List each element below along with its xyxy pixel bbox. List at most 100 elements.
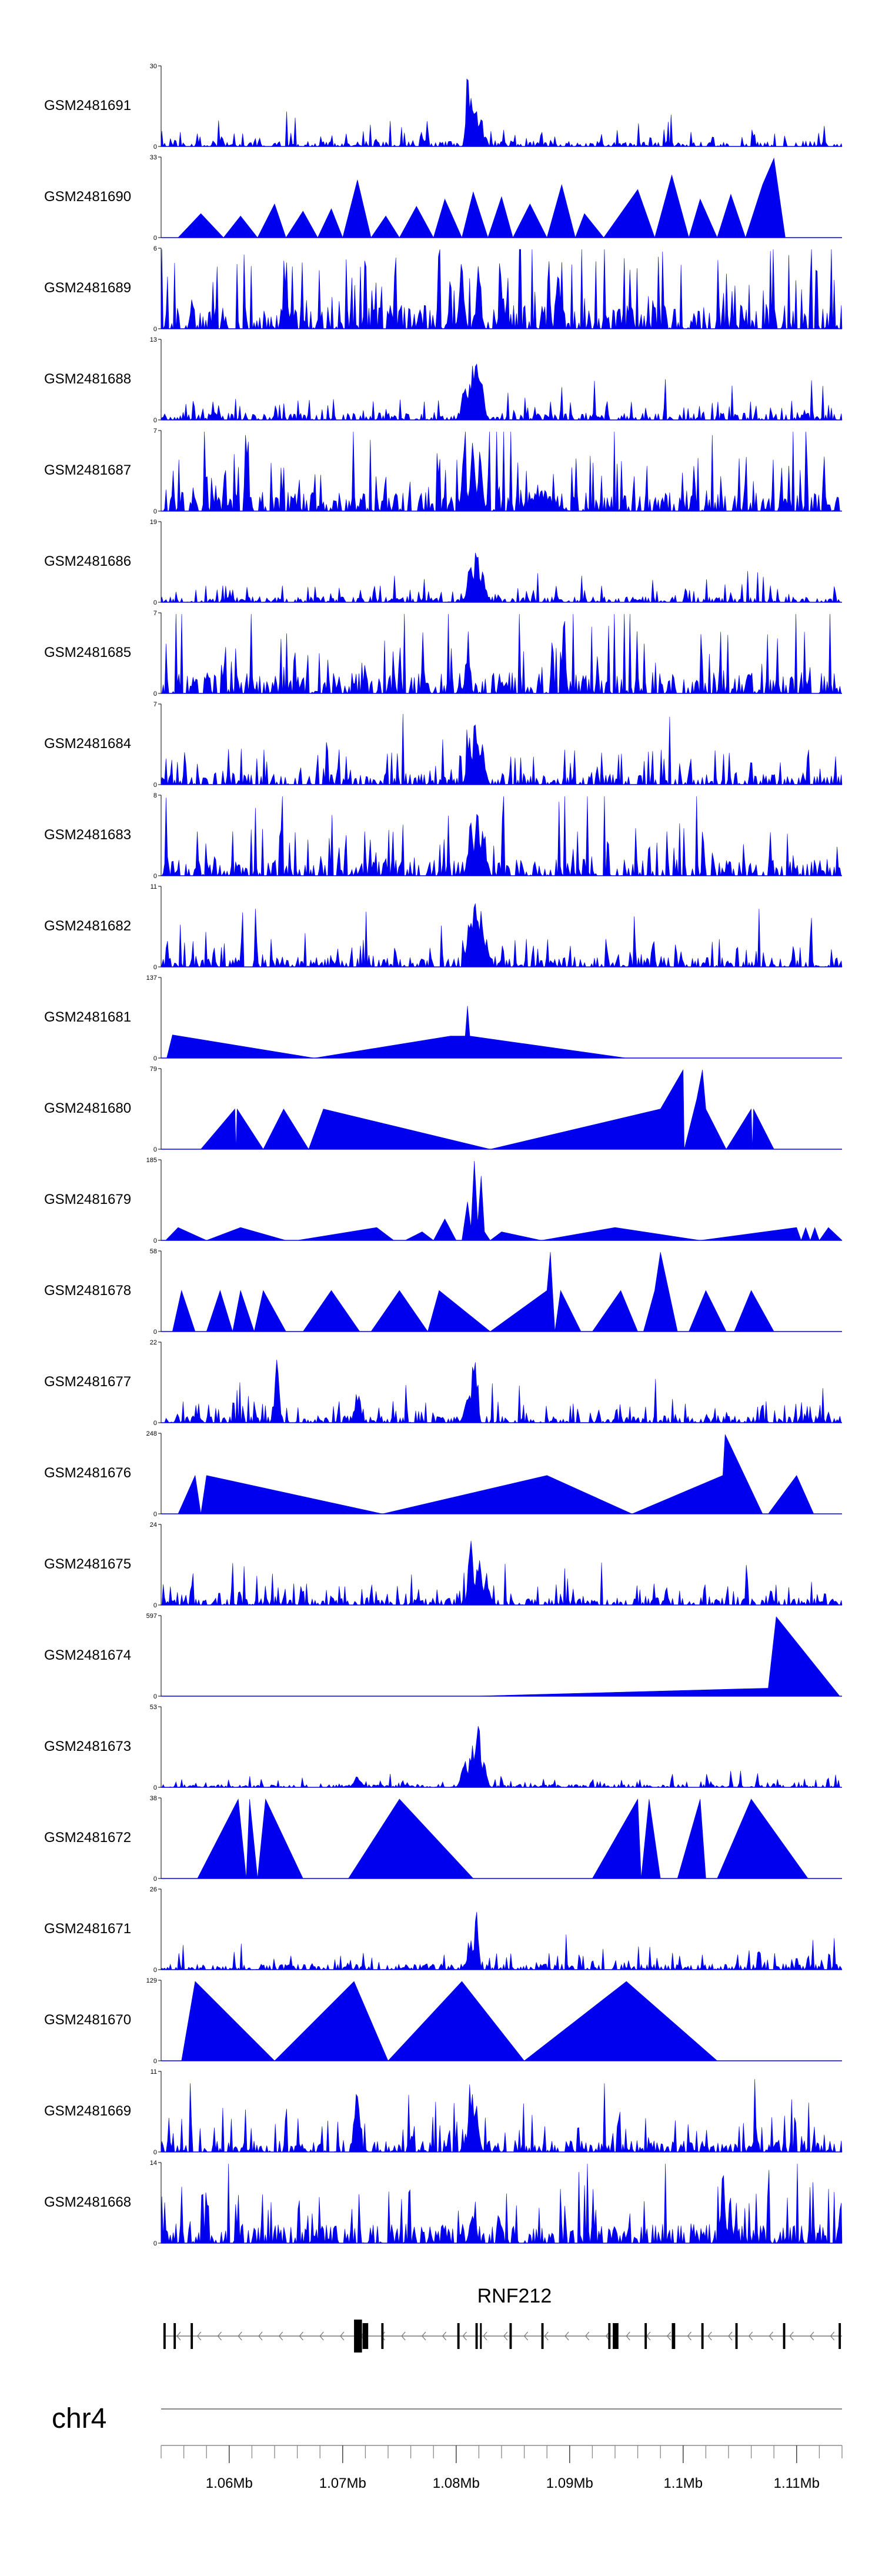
track-GSM2481677: GSM2481677 22 0 bbox=[44, 1339, 842, 1427]
signal-area bbox=[161, 796, 842, 877]
strand-arrow bbox=[503, 2331, 508, 2341]
exon bbox=[480, 2323, 482, 2349]
track-GSM2481674: GSM2481674 597 0 bbox=[44, 1613, 842, 1700]
axis-tick-label: 1.07Mb bbox=[319, 2475, 366, 2491]
strand-arrow bbox=[196, 2331, 202, 2341]
axis-tick-label: 1.06Mb bbox=[206, 2475, 253, 2491]
track-GSM2481669: GSM2481669 11 0 bbox=[44, 2068, 843, 2156]
y-zero-label: 0 bbox=[153, 235, 157, 242]
y-zero-label: 0 bbox=[153, 1784, 157, 1791]
y-zero-label: 0 bbox=[153, 690, 157, 698]
track-label: GSM2481679 bbox=[44, 1192, 131, 1207]
y-zero-label: 0 bbox=[153, 1237, 157, 1244]
signal-area bbox=[161, 1911, 843, 1971]
track-label: GSM2481686 bbox=[44, 553, 131, 569]
y-zero-label: 0 bbox=[153, 873, 157, 880]
y-max-label: 33 bbox=[150, 154, 157, 161]
exon bbox=[838, 2323, 841, 2349]
track-GSM2481688: GSM2481688 13 0 bbox=[44, 336, 843, 424]
signal-area bbox=[161, 1359, 842, 1424]
track-GSM2481675: GSM2481675 24 0 bbox=[44, 1521, 843, 1609]
strand-arrow bbox=[687, 2331, 692, 2341]
signal-area bbox=[178, 157, 797, 239]
y-max-label: 137 bbox=[146, 975, 157, 982]
y-max-label: 248 bbox=[146, 1430, 157, 1437]
y-max-label: 38 bbox=[150, 1795, 157, 1802]
strand-arrow bbox=[769, 2331, 773, 2341]
signal-area bbox=[161, 1726, 842, 1788]
exon bbox=[671, 2323, 676, 2349]
strand-arrow bbox=[462, 2331, 467, 2341]
strand-arrow bbox=[789, 2331, 794, 2341]
track-label: GSM2481688 bbox=[44, 371, 131, 387]
exon bbox=[701, 2323, 704, 2349]
y-max-label: 53 bbox=[150, 1704, 157, 1711]
axis-tick-label: 1.1Mb bbox=[663, 2475, 703, 2491]
strand-arrow bbox=[748, 2331, 753, 2341]
exon bbox=[381, 2323, 384, 2349]
axis-tick-label: 1.09Mb bbox=[546, 2475, 593, 2491]
track-GSM2481690: GSM2481690 33 0 bbox=[44, 154, 842, 242]
track-label: GSM2481672 bbox=[44, 1830, 131, 1846]
y-zero-label: 0 bbox=[153, 2149, 157, 2156]
track-label: GSM2481687 bbox=[44, 462, 131, 478]
strand-arrow bbox=[584, 2331, 590, 2341]
track-label: GSM2481690 bbox=[44, 189, 131, 205]
y-zero-label: 0 bbox=[153, 1876, 157, 1883]
track-GSM2481672: GSM2481672 38 0 bbox=[44, 1795, 842, 1883]
exon bbox=[509, 2323, 512, 2349]
y-max-label: 6 bbox=[153, 245, 157, 252]
strand-arrow bbox=[626, 2331, 630, 2341]
signal-area bbox=[161, 1540, 843, 1606]
signal-area bbox=[172, 1252, 774, 1333]
signal-area bbox=[161, 713, 843, 786]
y-max-label: 11 bbox=[151, 883, 157, 890]
exon bbox=[457, 2323, 460, 2349]
track-label: GSM2481676 bbox=[44, 1465, 131, 1481]
signal-area bbox=[161, 431, 842, 512]
track-GSM2481680: GSM2481680 79 0 bbox=[44, 1066, 842, 1153]
signal-area bbox=[166, 1006, 627, 1059]
track-GSM2481673: GSM2481673 53 0 bbox=[44, 1704, 842, 1791]
signal-area bbox=[161, 78, 843, 148]
strand-arrow bbox=[319, 2331, 324, 2341]
exon bbox=[354, 2320, 362, 2353]
y-max-label: 30 bbox=[150, 63, 157, 70]
signal-area bbox=[161, 2079, 843, 2153]
y-zero-label: 0 bbox=[153, 417, 157, 424]
track-GSM2481689: GSM2481689 6 0 bbox=[44, 245, 843, 333]
signal-area bbox=[165, 1160, 843, 1241]
y-max-label: 14 bbox=[150, 2160, 157, 2167]
signal-area bbox=[197, 1798, 808, 1879]
y-max-label: 185 bbox=[146, 1157, 157, 1164]
track-label: GSM2481671 bbox=[44, 1921, 131, 1937]
track-label: GSM2481675 bbox=[44, 1556, 131, 1572]
track-GSM2481686: GSM2481686 19 0 bbox=[44, 519, 842, 606]
y-zero-label: 0 bbox=[153, 782, 157, 789]
strand-arrow bbox=[217, 2331, 222, 2341]
y-max-label: 26 bbox=[150, 1886, 157, 1893]
y-max-label: 24 bbox=[150, 1521, 157, 1529]
strand-arrow bbox=[830, 2331, 835, 2341]
track-GSM2481679: GSM2481679 185 0 bbox=[44, 1157, 843, 1244]
y-zero-label: 0 bbox=[153, 1602, 157, 1609]
y-max-label: 7 bbox=[153, 428, 157, 435]
y-max-label: 58 bbox=[150, 1248, 157, 1255]
track-GSM2481681: GSM2481681 137 0 bbox=[44, 975, 842, 1062]
strand-arrow bbox=[523, 2331, 529, 2341]
y-max-label: 11 bbox=[151, 2068, 157, 2076]
strand-arrow bbox=[707, 2331, 712, 2341]
y-zero-label: 0 bbox=[153, 964, 157, 971]
y-zero-label: 0 bbox=[153, 1146, 157, 1153]
y-max-label: 13 bbox=[150, 336, 157, 343]
y-max-label: 22 bbox=[150, 1339, 157, 1346]
signal-area bbox=[200, 1069, 774, 1150]
track-GSM2481682: GSM2481682 11 0 bbox=[44, 883, 843, 971]
y-zero-label: 0 bbox=[153, 326, 157, 333]
strand-arrow bbox=[728, 2331, 733, 2341]
signal-area bbox=[473, 1616, 840, 1697]
signal-area bbox=[178, 1434, 814, 1514]
y-zero-label: 0 bbox=[153, 1511, 157, 1518]
track-label: GSM2481683 bbox=[44, 827, 131, 843]
